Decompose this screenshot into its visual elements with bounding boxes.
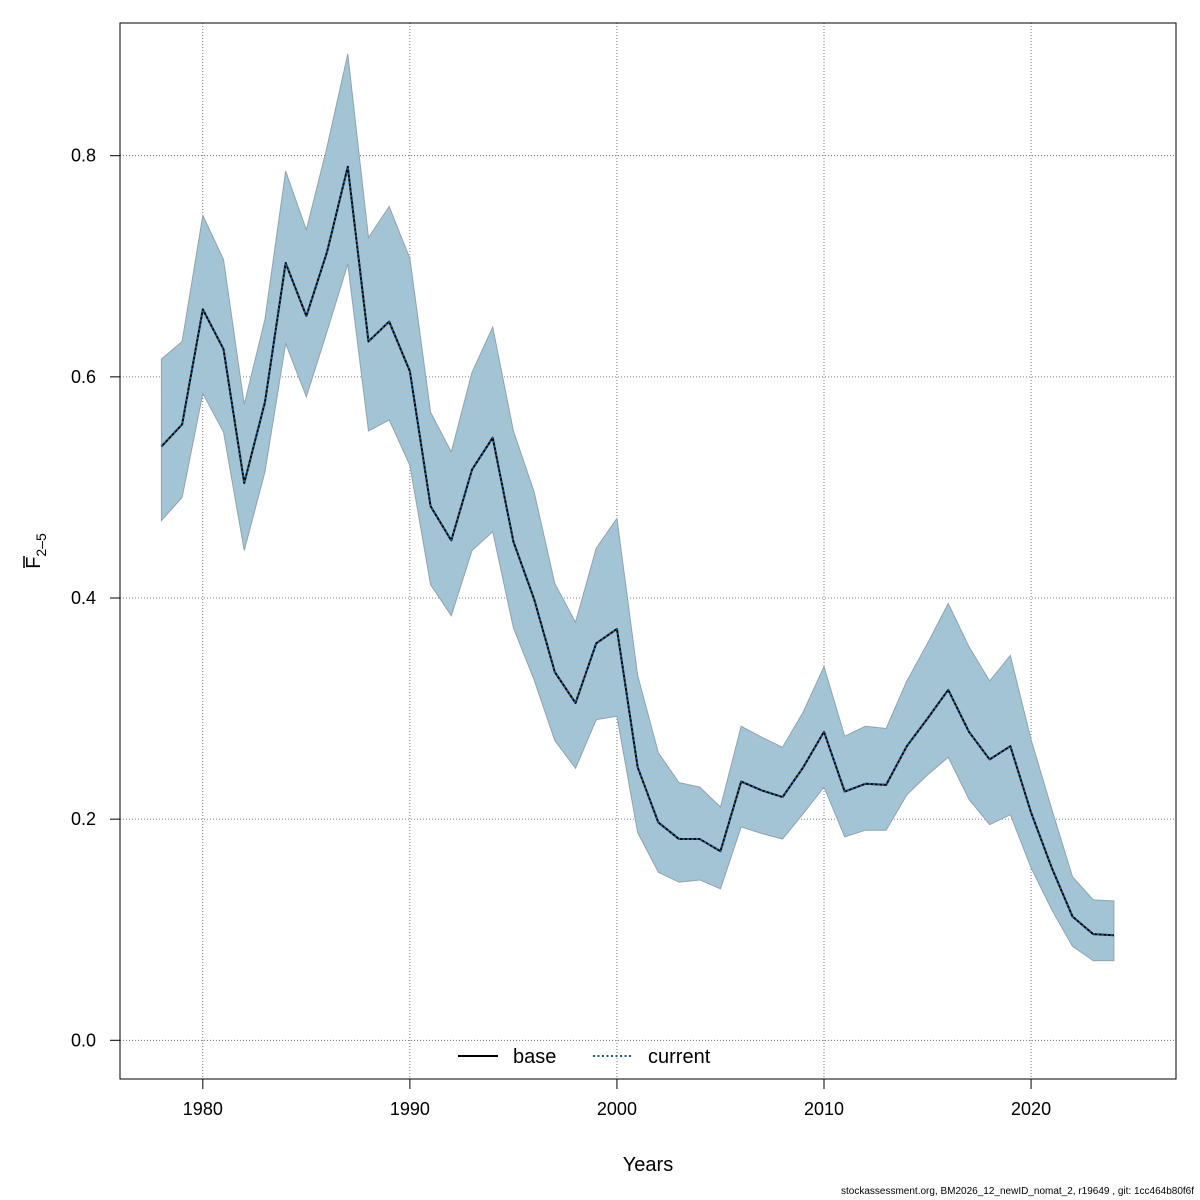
- y-tick-label-0.0: 0.0: [71, 1030, 96, 1050]
- confidence-band: [160, 53, 1115, 962]
- x-tick-label-1980: 1980: [183, 1099, 223, 1119]
- footer-credit: stockassessment.org, BM2026_12_newID_nom…: [841, 1186, 1194, 1197]
- confidence-band-layer: [160, 53, 1115, 962]
- y-axis: 0.0 0.2 0.4 0.6 0.8: [71, 146, 121, 1050]
- x-axis: 1980 1990 2000 2010 2020: [183, 1078, 1051, 1119]
- series-line-current: [160, 165, 1114, 937]
- grid-lines: [120, 23, 1176, 1079]
- svg-text:F2–5: F2–5: [23, 533, 49, 569]
- legend: base current: [458, 1046, 711, 1068]
- y-tick-label-0.8: 0.8: [71, 146, 96, 166]
- legend-label-base: base: [513, 1046, 556, 1068]
- x-tick-label-2020: 2020: [1011, 1099, 1051, 1119]
- y-tick-label-0.4: 0.4: [71, 588, 96, 608]
- x-axis-title: Years: [623, 1154, 673, 1176]
- x-tick-label-2010: 2010: [804, 1099, 844, 1119]
- y-axis-title: F2–5: [23, 533, 49, 569]
- x-tick-label-1990: 1990: [390, 1099, 430, 1119]
- x-tick-label-2000: 2000: [597, 1099, 637, 1119]
- plot-frame: [119, 22, 1177, 1080]
- legend-label-current: current: [648, 1046, 711, 1068]
- y-tick-label-0.2: 0.2: [71, 809, 96, 829]
- series-lines-layer: [160, 165, 1114, 937]
- y-tick-label-0.6: 0.6: [71, 367, 96, 387]
- y-axis-title-subscript: 2–5: [33, 533, 49, 557]
- y-axis-title-main: F: [23, 557, 45, 569]
